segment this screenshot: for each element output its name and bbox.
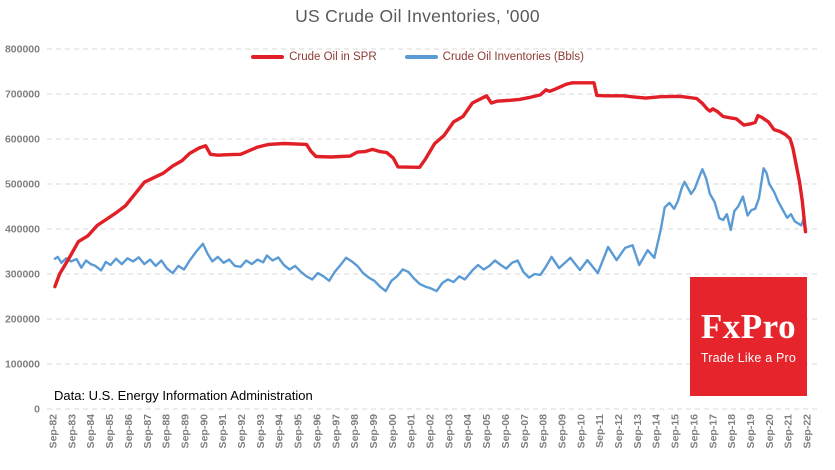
inventories-series-line [53,167,806,293]
x-axis-tick-label: Sep-01 [406,414,418,449]
y-axis-tick-label: 200000 [5,314,40,326]
y-axis-tick-label: 300000 [5,269,40,281]
x-axis-tick-label: Sep-02 [425,414,437,449]
y-axis-tick-label: 100000 [5,359,40,371]
spr-series-line [53,81,808,289]
x-axis-tick-label: Sep-19 [745,414,757,449]
x-axis-tick-label: Sep-12 [613,414,625,449]
fxpro-logo-wordmark: FxPro [700,306,797,346]
x-axis-tick-label: Sep-84 [85,414,97,449]
legend-label-inventories: Crude Oil Inventories (Bbls) [442,51,584,63]
x-axis-tick-label: Sep-10 [575,414,587,449]
x-axis-tick-label: Sep-07 [519,414,531,449]
x-axis-tick-label: Sep-86 [123,414,135,449]
x-axis-tick-label: Sep-00 [387,414,399,449]
chart-legend: Crude Oil in SPR Crude Oil Inventories (… [0,51,835,63]
x-axis-tick-label: Sep-11 [594,414,606,448]
x-axis-tick-label: Sep-13 [632,414,644,449]
x-axis-tick-label: Sep-87 [142,414,154,449]
x-axis-tick-label: Sep-93 [255,414,267,449]
x-axis-tick-label: Sep-20 [764,414,776,449]
spr-line-swatch [251,55,285,59]
fxpro-logo: FxPro Trade Like a Pro [690,277,807,396]
x-axis-tick-label: Sep-05 [481,414,493,449]
x-axis-tick-label: Sep-09 [556,414,568,449]
source-note: Data: U.S. Energy Information Administra… [54,388,313,403]
x-axis-tick-label: Sep-99 [368,414,380,449]
x-axis-tick-label: Sep-06 [500,414,512,449]
y-axis-tick-label: 700000 [5,89,40,101]
x-axis-tick-label: Sep-21 [783,414,795,449]
x-axis-tick-label: Sep-83 [66,414,78,449]
x-axis-tick-label: Sep-15 [670,414,682,449]
x-axis-tick-label: Sep-92 [236,414,248,449]
x-axis-tick-label: Sep-88 [161,414,173,449]
x-axis-tick-label: Sep-08 [538,414,550,449]
y-axis-tick-label: 0 [34,404,40,416]
x-axis-tick-label: Sep-04 [462,414,474,449]
x-axis-tick-label: Sep-18 [726,414,738,449]
x-axis-tick-label: Sep-16 [688,414,700,449]
y-axis-tick-label: 500000 [5,179,40,191]
y-axis-tick-label: 400000 [5,224,40,236]
x-axis-tick-label: Sep-85 [104,414,116,449]
x-axis-tick-label: Sep-22 [802,414,814,449]
x-axis-tick-label: Sep-82 [48,414,60,449]
x-axis-tick-label: Sep-98 [349,414,361,449]
x-axis-tick-label: Sep-03 [443,414,455,449]
chart-title: US Crude Oil Inventories, '000 [295,6,540,26]
legend-item-inventories: Crude Oil Inventories (Bbls) [404,51,584,63]
x-axis-tick-label: Sep-95 [293,414,305,449]
x-axis-tick-label: Sep-96 [311,414,323,449]
x-axis-tick-label: Sep-94 [274,414,286,449]
x-axis-tick-label: Sep-91 [217,414,229,449]
inventories-line-swatch [404,55,438,59]
legend-item-spr: Crude Oil in SPR [251,51,377,63]
legend-label-spr: Crude Oil in SPR [289,51,377,63]
x-axis-tick-label: Sep-97 [330,414,342,449]
fxpro-logo-tagline: Trade Like a Pro [700,350,797,365]
x-axis-tick-label: Sep-14 [651,414,663,449]
x-axis-tick-label: Sep-17 [707,414,719,449]
x-axis-tick-label: Sep-89 [179,414,191,449]
x-axis-tick-label: Sep-90 [198,414,210,449]
y-axis-tick-label: 600000 [5,134,40,146]
y-axis-tick-label: 800000 [5,44,40,56]
